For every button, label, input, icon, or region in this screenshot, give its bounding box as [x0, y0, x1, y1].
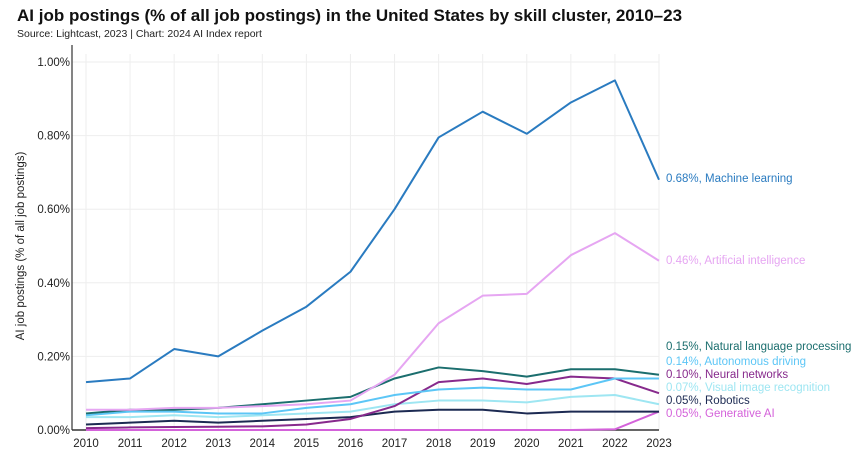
series-label: 0.68%, Machine learning [666, 173, 793, 185]
x-tick-label: 2017 [382, 438, 408, 450]
y-tick-label: 0.20% [37, 351, 70, 363]
series-label: 0.46%, Artificial intelligence [666, 255, 805, 267]
x-tick-label: 2010 [73, 438, 99, 450]
series-label: 0.05%, Generative AI [666, 408, 775, 420]
series-line-neural-networks [85, 375, 660, 430]
y-tick-label: 0.00% [37, 425, 70, 437]
x-tick-label: 2018 [426, 438, 452, 450]
series-line-generative-ai [86, 410, 660, 431]
series-line-machine-learning [85, 79, 660, 384]
x-tick-label: 2019 [470, 438, 496, 450]
series-label: 0.14%, Autonomous driving [666, 356, 806, 368]
series-label: 0.05%, Robotics [666, 395, 750, 407]
x-tick-label: 2015 [294, 438, 320, 450]
x-tick-label: 2020 [514, 438, 540, 450]
x-tick-label: 2016 [338, 438, 364, 450]
series-label: 0.10%, Neural networks [666, 369, 788, 381]
chart-title: AI job postings (% of all job postings) … [17, 6, 683, 25]
series-line-visual-image-recognition [86, 394, 660, 419]
series-label: 0.07%, Visual image recognition [666, 382, 830, 394]
series-line-natural-language-processing [85, 366, 660, 415]
x-tick-label: 2012 [161, 438, 187, 450]
y-axis-label: AI job postings (% of all job postings) [15, 152, 27, 341]
series-line-artificial-intelligence [86, 232, 660, 411]
series-label: 0.15%, Natural language processing [666, 341, 851, 353]
y-tick-label: 0.40% [37, 278, 70, 290]
y-tick-label: 0.60% [37, 204, 70, 216]
y-tick-label: 0.80% [37, 131, 70, 143]
x-tick-label: 2011 [118, 438, 143, 450]
x-tick-label: 2013 [205, 438, 231, 450]
chart-subtitle: Source: Lightcast, 2023 | Chart: 2024 AI… [17, 28, 262, 40]
series-line-autonomous-driving [85, 377, 659, 417]
x-tick-label: 2022 [602, 438, 628, 450]
x-tick-label: 2021 [558, 438, 584, 450]
series-line-robotics [85, 408, 659, 426]
y-tick-label: 1.00% [37, 57, 70, 69]
x-tick-label: 2014 [250, 438, 276, 450]
x-tick-label: 2023 [646, 438, 672, 450]
